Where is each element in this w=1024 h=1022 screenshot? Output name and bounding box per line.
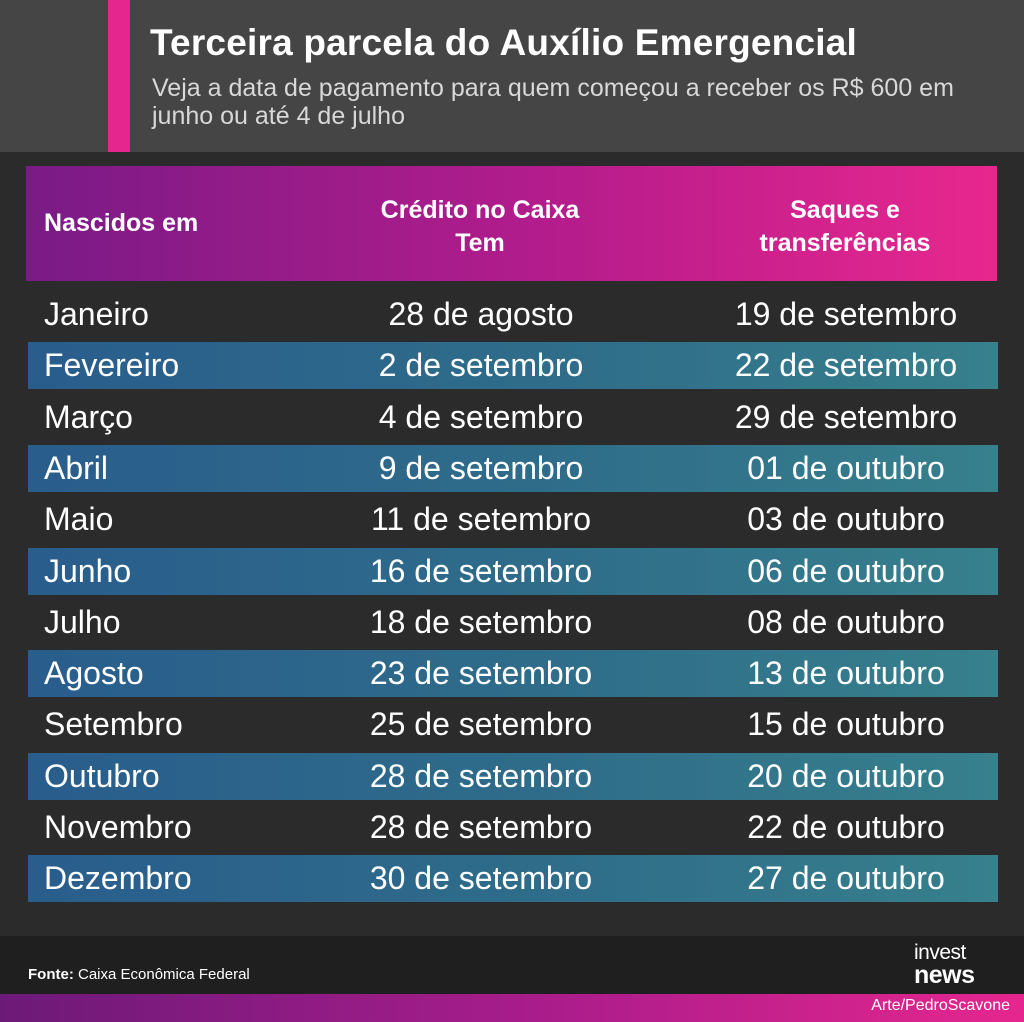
withdraw-date-cell: 08 de outubro: [747, 604, 945, 640]
table-row: Abril 9 de setembro 01 de outubro: [28, 445, 998, 492]
art-credit: Arte/PedroScavone: [871, 997, 1010, 1014]
month-cell: Dezembro: [44, 860, 192, 896]
month-cell: Janeiro: [44, 296, 149, 332]
table-row: Fevereiro 2 de setembro 22 de setembro: [28, 342, 998, 389]
month-cell: Julho: [44, 604, 121, 640]
credit-date-cell: 28 de agosto: [388, 296, 574, 332]
month-cell: Agosto: [44, 655, 144, 691]
source-note: Fonte: Caixa Econômica Federal: [28, 966, 250, 983]
credit-date-cell: 28 de setembro: [369, 758, 593, 794]
withdraw-date-cell: 29 de setembro: [734, 399, 958, 435]
column-header-born-in: Nascidos em: [44, 209, 199, 237]
withdraw-date-cell: 20 de outubro: [747, 758, 945, 794]
month-cell: Setembro: [44, 706, 183, 742]
accent-bar: [108, 0, 130, 152]
header-panel: [0, 0, 1024, 152]
table-area: [0, 152, 1024, 936]
footer: [0, 936, 1024, 994]
withdraw-date-cell: 27 de outubro: [747, 860, 945, 896]
credit-date-cell: 4 de setembro: [378, 399, 584, 435]
investnews-logo: invest news: [914, 941, 975, 989]
month-cell: Março: [44, 399, 133, 435]
logo-bottom-text: news: [914, 961, 975, 989]
withdraw-date-cell: 01 de outubro: [747, 450, 945, 486]
page-subtitle: Veja a data de pagamento para quem começ…: [152, 74, 954, 130]
table-row: Junho 16 de setembro 06 de outubro: [28, 548, 998, 595]
table-row: Janeiro 28 de agosto 19 de setembro: [28, 291, 998, 338]
bottom-gradient-strip: [0, 994, 1024, 1022]
column-header-withdrawals: Saques e transferências: [759, 196, 931, 257]
column-header-credit: Crédito no Caixa Tem: [380, 196, 580, 257]
withdraw-date-cell: 06 de outubro: [747, 553, 945, 589]
credit-date-cell: 16 de setembro: [369, 553, 593, 589]
withdraw-date-cell: 22 de outubro: [747, 809, 945, 845]
source-text: Caixa Econômica Federal: [78, 966, 250, 983]
month-cell: Novembro: [44, 809, 192, 845]
credit-date-cell: 18 de setembro: [369, 604, 593, 640]
month-cell: Junho: [44, 553, 132, 589]
month-cell: Fevereiro: [44, 347, 180, 383]
credit-date-cell: 9 de setembro: [378, 450, 584, 486]
credit-date-cell: 28 de setembro: [369, 809, 593, 845]
withdraw-date-cell: 19 de setembro: [734, 296, 958, 332]
credit-date-cell: 30 de setembro: [369, 860, 593, 896]
table-row: Dezembro 30 de setembro 27 de outubro: [28, 855, 998, 902]
table-row: Agosto 23 de setembro 13 de outubro: [28, 650, 998, 697]
withdraw-date-cell: 03 de outubro: [747, 501, 945, 537]
withdraw-date-cell: 22 de setembro: [734, 347, 958, 383]
logo-top-text: invest: [914, 941, 966, 964]
credit-date-cell: 2 de setembro: [378, 347, 584, 383]
credit-date-cell: 23 de setembro: [369, 655, 593, 691]
table-row: Maio 11 de setembro 03 de outubro: [28, 496, 998, 543]
credit-date-cell: 25 de setembro: [369, 706, 593, 742]
table-row: Novembro 28 de setembro 22 de outubro: [28, 804, 998, 851]
page-title: Terceira parcela do Auxílio Emergencial: [150, 22, 857, 63]
month-cell: Maio: [44, 501, 114, 537]
table-row: Julho 18 de setembro 08 de outubro: [28, 599, 998, 646]
table-header: [26, 166, 997, 281]
withdraw-date-cell: 13 de outubro: [747, 655, 945, 691]
credit-date-cell: 11 de setembro: [371, 501, 591, 537]
month-cell: Outubro: [44, 758, 160, 794]
table-row: Outubro 28 de setembro 20 de outubro: [28, 753, 998, 800]
month-cell: Abril: [44, 450, 109, 486]
table-row: Março 4 de setembro 29 de setembro: [28, 394, 998, 441]
table-row: Setembro 25 de setembro 15 de outubro: [28, 701, 998, 748]
source-label: Fonte:: [28, 966, 74, 983]
withdraw-date-cell: 15 de outubro: [747, 706, 945, 742]
